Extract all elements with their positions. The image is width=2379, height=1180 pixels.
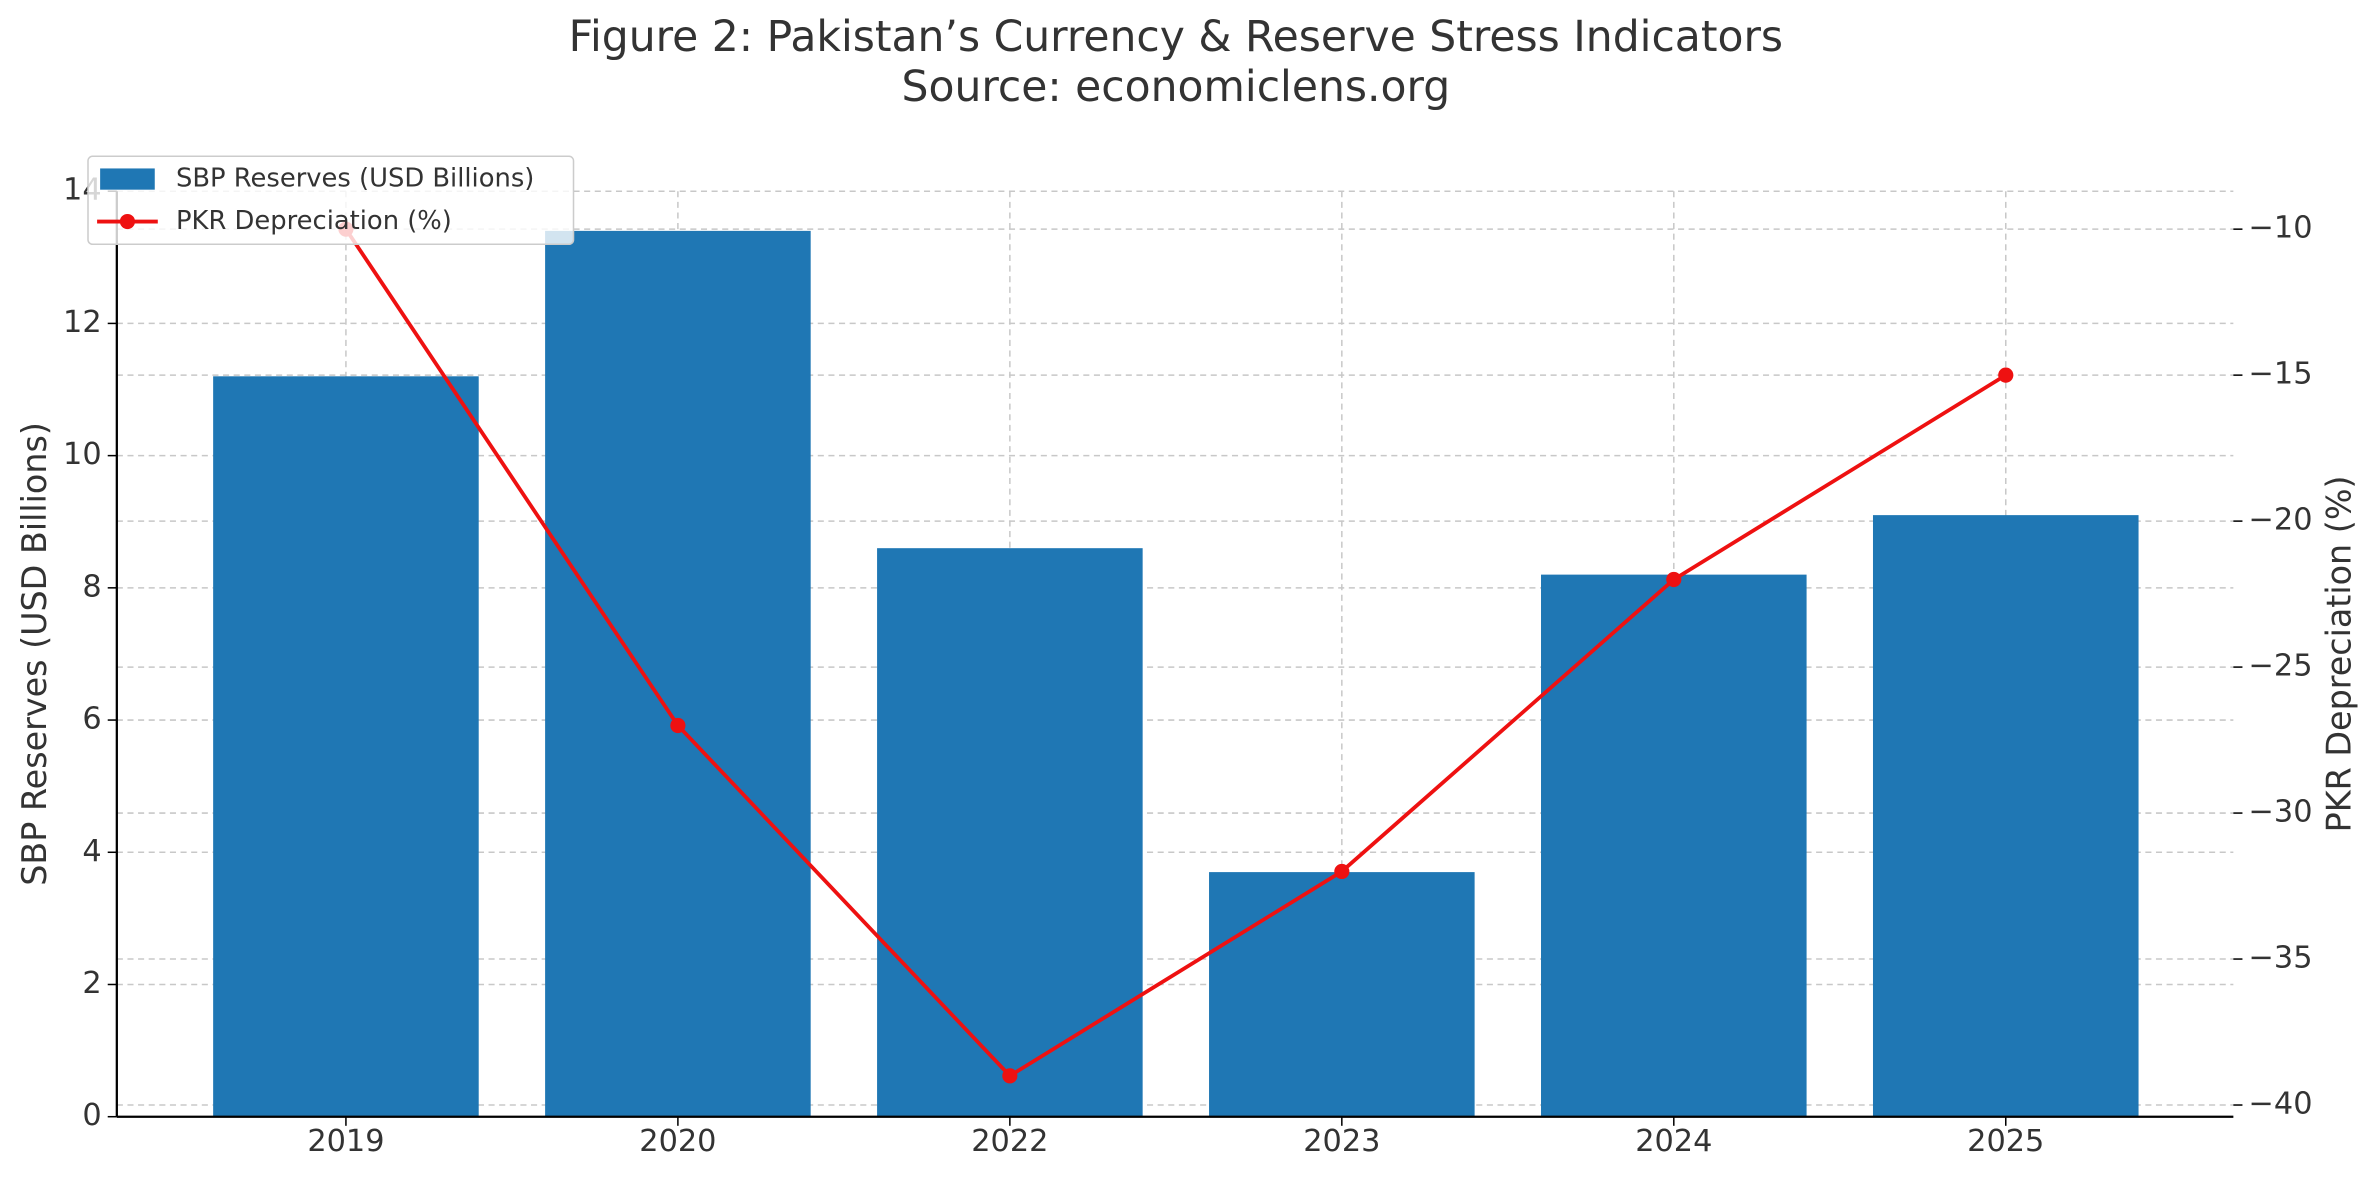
y-tick-label: 6 <box>82 702 101 737</box>
x-tick-label: 2024 <box>1635 1124 1712 1159</box>
legend-marker <box>119 213 136 230</box>
x-tick-label: 2025 <box>1967 1124 2044 1159</box>
y-tick-label: 10 <box>63 437 102 472</box>
line-marker <box>1334 863 1350 880</box>
bar <box>1209 872 1475 1117</box>
y-tick-label: 12 <box>63 305 102 340</box>
y2-tick-label: −15 <box>2249 357 2313 392</box>
bar <box>1872 515 2139 1117</box>
y-tick-label: 2 <box>82 966 101 1001</box>
bar <box>1541 574 1807 1117</box>
y2-tick-label: −20 <box>2249 503 2313 538</box>
x-tick-label: 2023 <box>1303 1124 1380 1159</box>
y-axis-label: SBP Reserves (USD Billions) <box>15 422 54 886</box>
line-marker <box>1002 1068 1018 1084</box>
chart-subtitle: Source: economiclens.org <box>902 63 1451 112</box>
bar <box>213 376 479 1117</box>
legend-box <box>87 155 575 246</box>
legend: SBP Reserves (USD Billions) PKR Depreciat… <box>87 155 575 246</box>
y2-tick-label: −30 <box>2249 795 2313 830</box>
x-tick-label: 2020 <box>639 1124 716 1159</box>
y2-axis-label: PKR Depreciation (%) <box>2320 475 2359 832</box>
y2-tick-label: −40 <box>2249 1087 2313 1122</box>
x-tick-label: 2019 <box>307 1124 384 1159</box>
y2-tick-label: −25 <box>2249 649 2313 684</box>
legend-label: PKR Depreciation (%) <box>176 206 452 236</box>
legend-label: SBP Reserves (USD Billions) <box>176 164 534 194</box>
line-marker <box>1666 571 1682 588</box>
legend-swatch <box>100 168 155 190</box>
y2-tick-label: −10 <box>2249 211 2313 246</box>
y2-tick-label: −35 <box>2249 941 2313 976</box>
bar <box>545 230 811 1117</box>
chart-title: Figure 2: Pakistan’s Currency & Reserve … <box>569 13 1783 62</box>
line-marker <box>1998 367 2014 383</box>
y-tick-label: 8 <box>82 569 101 604</box>
bar <box>877 548 1143 1117</box>
y-tick-label: 4 <box>82 834 101 869</box>
line <box>344 228 2007 1079</box>
y-tick-label: 0 <box>82 1098 101 1133</box>
x-tick-label: 2022 <box>971 1124 1048 1159</box>
line-marker <box>670 717 686 734</box>
